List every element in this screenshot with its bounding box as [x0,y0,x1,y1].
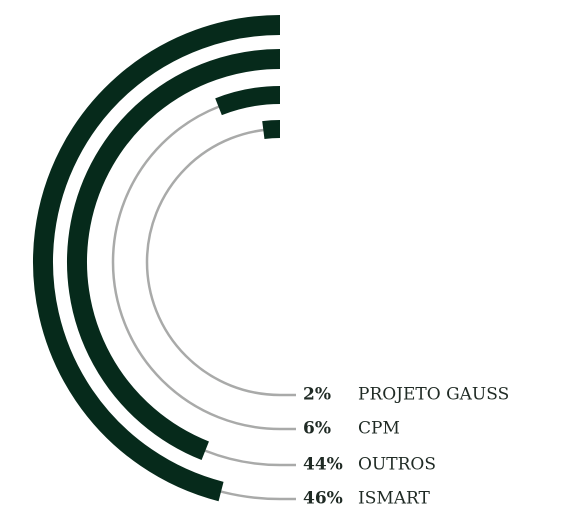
value-label: 6% [303,419,331,439]
category-label: OUTROS [358,455,436,475]
value-label: 46% [303,489,343,509]
bar-arc [33,15,281,502]
category-label: ISMART [358,489,431,509]
track [75,57,296,467]
value-label: 2% [303,385,331,405]
category-label: PROJETO GAUSS [358,385,509,405]
track [145,127,296,397]
bar-arc [262,120,281,139]
category-label: CPM [358,419,400,439]
track [111,93,296,431]
value-label: 44% [303,455,343,475]
bar-arc [215,86,281,116]
bar-arc [67,49,281,461]
